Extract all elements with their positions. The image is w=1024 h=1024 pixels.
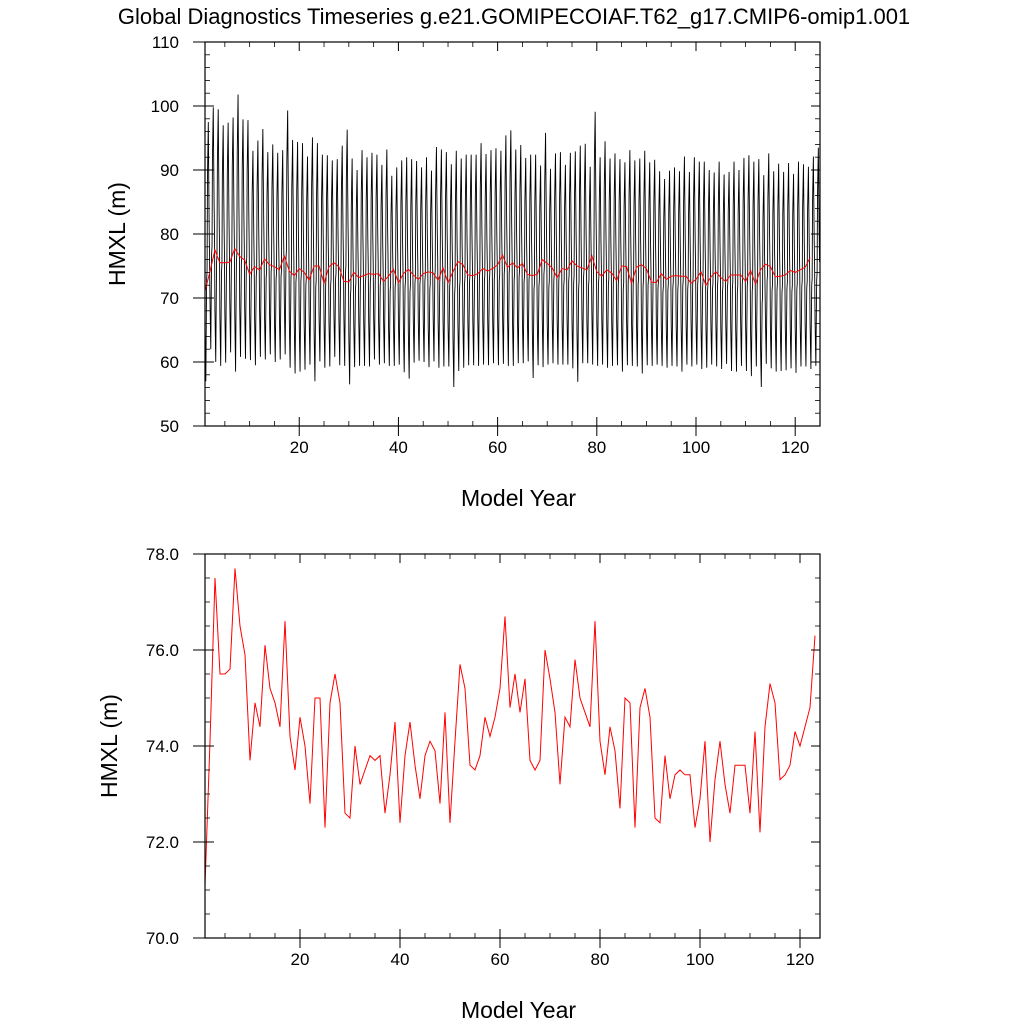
panel-bottom: 20 40 60 80 100 120 70.0 72.0 74.0 76.0 78.0 Model … [96,545,821,1023]
x-tick-label: 100 [686,950,714,969]
y-tick-label: 60 [160,353,179,372]
x-tick-label: 40 [391,950,410,969]
x-axis-title: Model Year [461,997,576,1023]
x-tick-label: 100 [682,438,710,457]
x-tick-label: 80 [587,438,606,457]
y-tick-label: 70.0 [146,929,179,948]
panel-top: 20 40 60 80 100 120 50 60 70 80 90 100 110 Model Year… [104,33,821,511]
y-tick-label: 70 [160,289,179,308]
y-tick-label: 76.0 [146,641,179,660]
y-axis-title: HMXL (m) [96,694,122,798]
x-tick-label: 120 [781,438,809,457]
y-tick-label: 74.0 [146,737,179,756]
figure-title: Global Diagnostics Timeseries g.e21.GOMI… [118,4,910,29]
y-axis-title: HMXL (m) [104,182,130,286]
x-tick-label: 80 [591,950,610,969]
x-tick-label: 60 [488,438,507,457]
y-tick-label: 100 [151,97,179,116]
x-tick-label: 60 [491,950,510,969]
annual-mean-line [204,247,811,292]
y-tick-label: 72.0 [146,833,179,852]
x-tick-label: 40 [389,438,408,457]
y-tick-label: 78.0 [146,545,179,564]
monthly-series-line [204,94,821,387]
x-axis-title: Model Year [461,485,576,511]
y-tick-label: 110 [152,33,179,52]
annual-mean-line [204,568,816,886]
x-tick-label: 20 [291,950,310,969]
y-tick-label: 50 [160,417,179,436]
x-tick-label: 120 [786,950,814,969]
y-tick-label: 80 [160,225,179,244]
x-tick-label: 20 [290,438,309,457]
y-tick-label: 90 [160,161,179,180]
